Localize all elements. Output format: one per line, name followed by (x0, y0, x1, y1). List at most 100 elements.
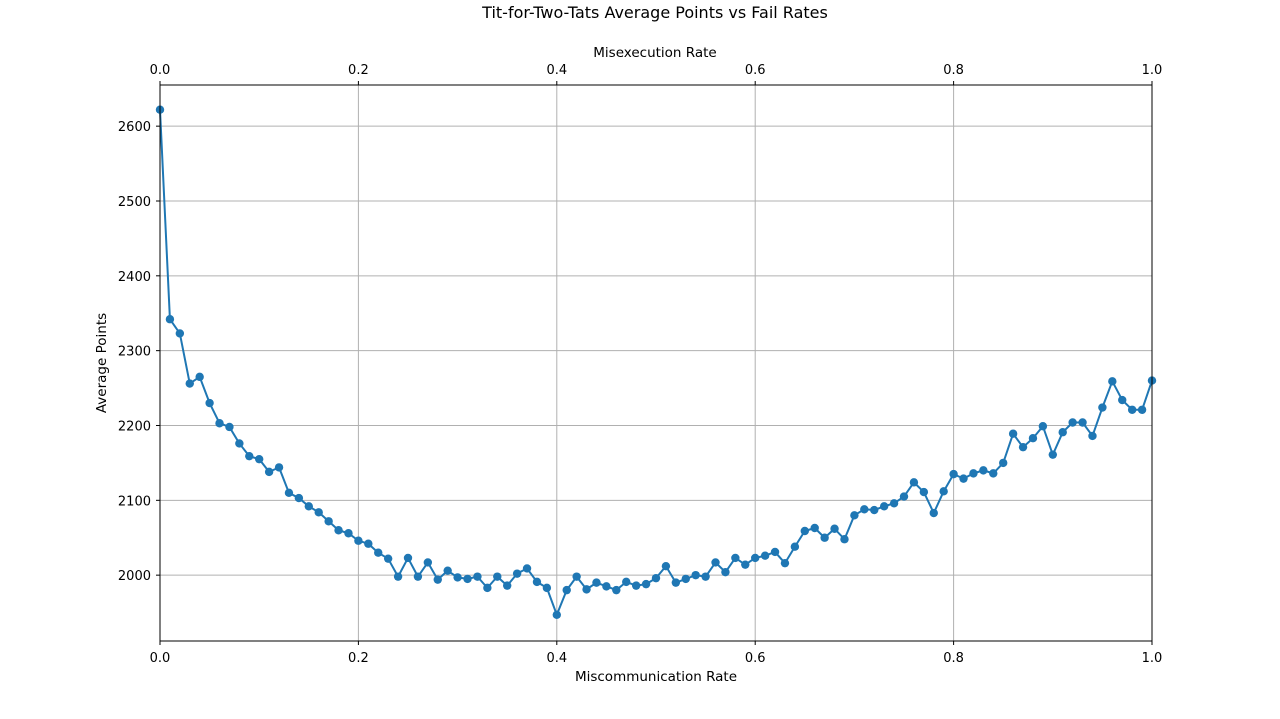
data-point (493, 572, 502, 581)
data-point (423, 558, 433, 567)
data-point (631, 581, 641, 590)
data-point (919, 487, 929, 497)
data-point (711, 558, 720, 567)
data-point (383, 554, 393, 563)
data-point (512, 569, 522, 578)
data-point (929, 508, 938, 518)
data-point (770, 547, 780, 557)
data-point (542, 583, 552, 593)
data-point (413, 572, 423, 581)
data-point (1098, 403, 1107, 412)
data-point (572, 572, 581, 581)
data-point (860, 505, 869, 514)
data-point (1088, 431, 1097, 441)
data-point (453, 573, 462, 582)
x-tick-label: 0.0 (150, 651, 171, 666)
data-point (255, 454, 264, 464)
y-tick-label: 2000 (118, 569, 151, 584)
data-point (364, 539, 373, 548)
data-point (592, 578, 601, 587)
data-point (324, 517, 333, 526)
data-point (979, 466, 988, 475)
data-point (284, 488, 294, 498)
y-tick-label: 2300 (118, 345, 151, 360)
data-point (939, 487, 948, 496)
data-point (989, 469, 998, 478)
data-point (622, 577, 631, 587)
data-point (314, 508, 323, 517)
x2-tick-label: 0.8 (943, 63, 964, 78)
y-tick-label: 2600 (118, 120, 151, 135)
data-point (235, 439, 244, 448)
data-point (1048, 450, 1058, 459)
data-point (582, 585, 591, 594)
data-point (1068, 418, 1077, 427)
data-point (661, 561, 671, 571)
x-tick-label: 0.2 (348, 651, 369, 666)
data-point (780, 558, 790, 568)
y-tick-label: 2100 (118, 494, 151, 509)
x2-tick-label: 0.4 (546, 63, 567, 78)
data-point (1118, 395, 1127, 405)
data-point (245, 451, 254, 461)
data-point (264, 467, 274, 477)
data-point (691, 570, 700, 580)
data-point (889, 499, 899, 508)
x2-axis-label: Misexecution Rate (593, 45, 716, 61)
x2-tick-label: 0.2 (348, 63, 369, 78)
data-point (1038, 422, 1048, 431)
data-point (790, 542, 800, 551)
data-point (870, 505, 879, 515)
data-point (810, 523, 819, 533)
tick-layer: 0.0 0.0 0.2 0.2 0.4 0.4 0.6 0.6 0.8 0.8 1.0 1.0 2000… (118, 63, 1162, 666)
x-tick-label: 0.6 (745, 651, 766, 666)
data-point (681, 574, 690, 584)
data-point (393, 572, 403, 581)
data-point (850, 511, 859, 520)
data-point (701, 572, 710, 581)
data-point (879, 502, 889, 511)
data-point (751, 553, 760, 563)
y-tick-label: 2500 (118, 195, 151, 210)
data-point (522, 564, 532, 573)
data-point (830, 524, 839, 533)
x2-tick-label: 1.0 (1142, 63, 1163, 78)
data-point (800, 526, 809, 536)
data-point (602, 582, 611, 591)
data-point (840, 535, 849, 544)
data-point (1108, 377, 1117, 386)
y-tick-label: 2400 (118, 270, 151, 285)
data-point (721, 567, 730, 577)
data-point (374, 548, 383, 557)
plot-area-frame (159, 84, 1153, 642)
data-point (195, 372, 204, 382)
data-point (483, 583, 492, 593)
x-tick-label: 1.0 (1142, 651, 1163, 666)
data-point (671, 578, 681, 587)
data-point (334, 526, 343, 535)
data-point (949, 469, 958, 479)
data-point (294, 493, 304, 503)
data-point (1127, 405, 1137, 414)
data-point (344, 529, 353, 538)
data-point (612, 585, 621, 595)
data-point (354, 536, 363, 545)
data-point (165, 315, 175, 324)
data-point (1008, 429, 1018, 438)
data-point (1137, 405, 1147, 414)
data-point (443, 566, 452, 575)
grid (159, 85, 1153, 641)
data-point (641, 579, 651, 589)
data-point (1058, 428, 1067, 437)
data-point (741, 560, 750, 569)
data-point (175, 329, 185, 338)
data-point (731, 553, 740, 563)
y-tick-label: 2200 (118, 419, 151, 434)
series-layer (155, 105, 1157, 620)
data-point (1028, 434, 1038, 443)
x-tick-label: 0.8 (943, 651, 964, 666)
data-point (185, 379, 194, 388)
data-point (503, 581, 512, 590)
data-point (433, 575, 442, 584)
